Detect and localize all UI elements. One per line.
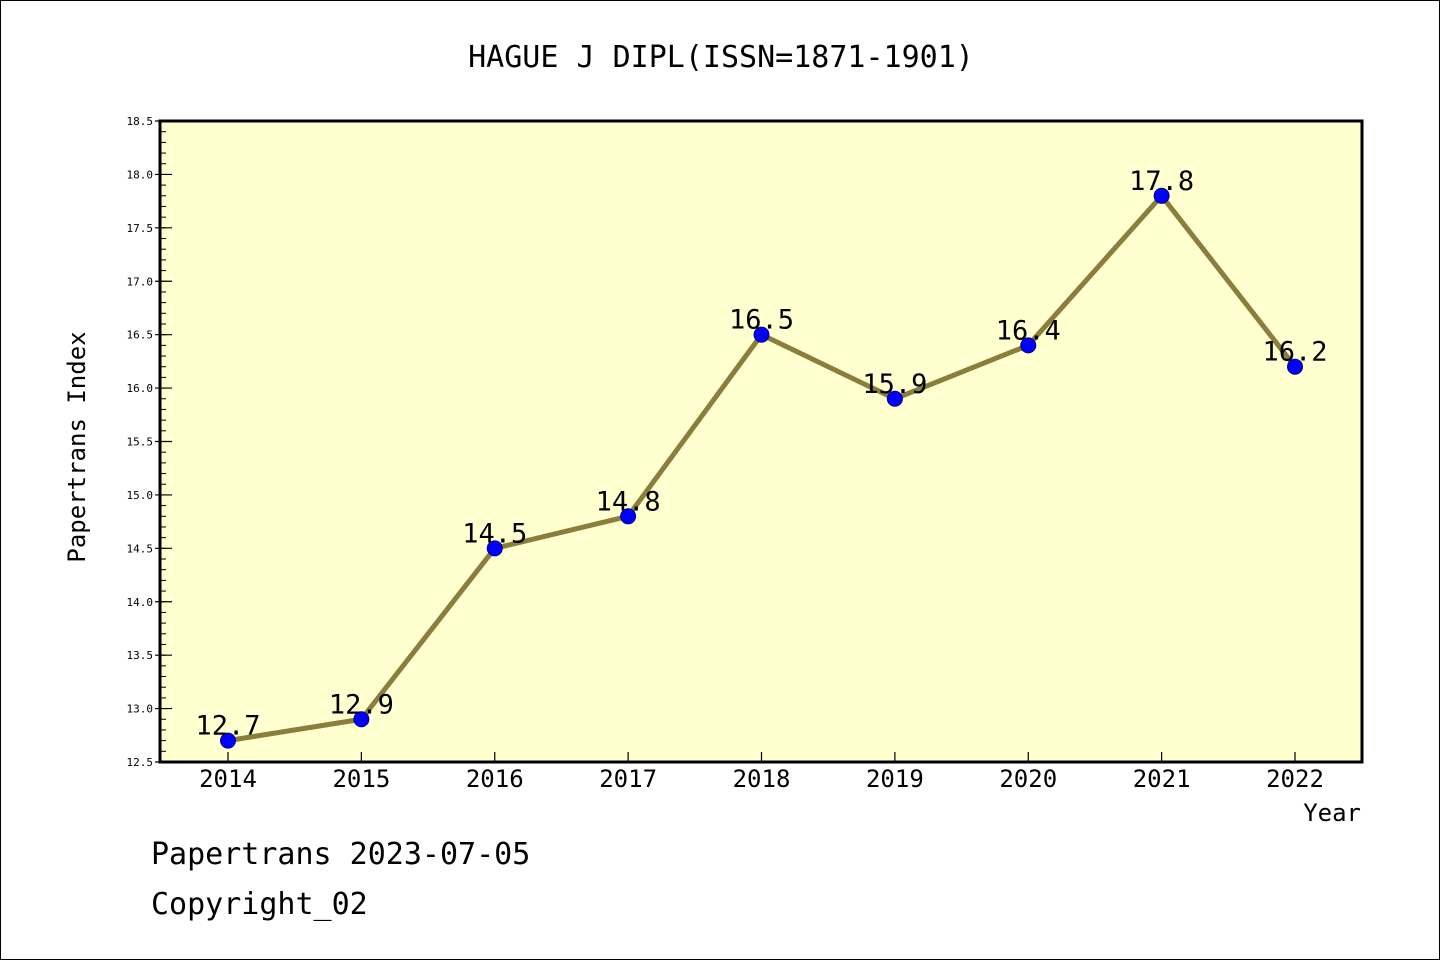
y-axis-label: Papertrans Index xyxy=(63,331,91,562)
x-tick-label: 2019 xyxy=(866,765,924,793)
x-axis-ticks: 2014 2015 2016 2017 2018 2019 2020 2021 2022 xyxy=(199,752,1324,793)
data-label: 15.9 xyxy=(862,369,927,400)
data-point xyxy=(886,390,903,407)
data-label: 14.8 xyxy=(596,486,661,517)
data-point xyxy=(1153,187,1170,204)
x-tick-label: 2014 xyxy=(199,765,257,793)
y-tick-label: 12.5 xyxy=(127,756,154,769)
x-tick-label: 2022 xyxy=(1266,765,1324,793)
x-tick-label: 2020 xyxy=(999,765,1057,793)
data-label: 14.5 xyxy=(462,518,527,549)
x-tick-label: 2016 xyxy=(466,765,524,793)
data-point xyxy=(1020,337,1037,354)
plot-area xyxy=(160,121,1362,762)
y-tick-label: 14.5 xyxy=(127,542,154,555)
y-tick-label: 18.0 xyxy=(127,168,154,181)
y-tick-label: 16.0 xyxy=(127,382,154,395)
data-point xyxy=(486,540,503,557)
data-label: 16.4 xyxy=(996,315,1061,346)
data-label: 16.5 xyxy=(729,305,794,336)
data-labels: 12.7 12.9 14.5 14.8 16.5 15.9 16.4 17.8 16.2 xyxy=(195,166,1327,742)
footer-date: Papertrans 2023-07-05 xyxy=(151,837,531,872)
y-tick-label: 17.0 xyxy=(127,275,154,288)
data-point xyxy=(753,326,770,343)
x-tick-label: 2015 xyxy=(332,765,390,793)
data-point xyxy=(220,732,236,749)
y-tick-label: 16.5 xyxy=(127,329,154,342)
data-label: 17.8 xyxy=(1129,166,1194,197)
y-tick-label: 17.5 xyxy=(127,222,154,235)
data-point xyxy=(620,508,637,525)
y-tick-label: 14.0 xyxy=(127,596,154,609)
plot-border xyxy=(158,119,1364,764)
y-tick-label: 15.5 xyxy=(127,436,154,449)
y-axis-ticks: 12.5 13.0 13.5 14.0 14.5 15.0 15.5 16.0 16.5 17.0… xyxy=(127,115,172,769)
x-tick-label: 2017 xyxy=(599,765,657,793)
x-axis-label: Year xyxy=(1303,799,1361,827)
data-label: 12.7 xyxy=(195,711,260,742)
footer-copyright: Copyright_02 xyxy=(151,887,368,922)
y-tick-label: 13.5 xyxy=(127,649,154,662)
y-tick-label: 13.0 xyxy=(127,703,154,716)
y-tick-label: 18.5 xyxy=(127,115,154,128)
data-label: 16.2 xyxy=(1262,337,1327,368)
data-label: 12.9 xyxy=(329,689,394,720)
x-tick-label: 2018 xyxy=(733,765,791,793)
y-tick-label: 15.0 xyxy=(127,489,154,502)
chart-title: HAGUE J DIPL(ISSN=1871-1901) xyxy=(468,40,974,75)
data-markers xyxy=(220,187,1303,749)
data-point xyxy=(1287,358,1303,375)
data-point xyxy=(353,711,370,728)
x-tick-label: 2021 xyxy=(1133,765,1191,793)
